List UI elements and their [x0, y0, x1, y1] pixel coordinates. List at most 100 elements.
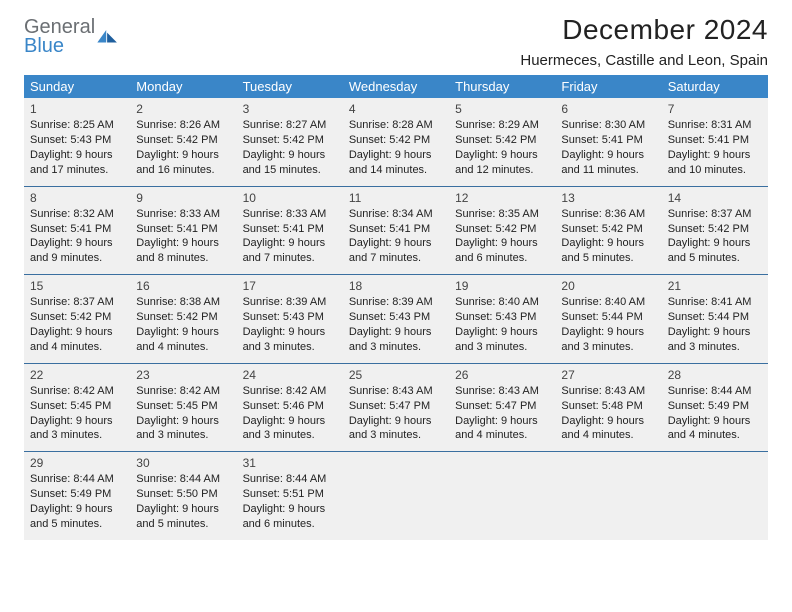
header: General Blue December 2024 Huermeces, Ca…	[24, 14, 768, 69]
daylight-text-1: Daylight: 9 hours	[455, 148, 549, 163]
day-number: 14	[668, 190, 762, 206]
sunrise-text: Sunrise: 8:39 AM	[349, 295, 443, 310]
day-number: 17	[243, 278, 337, 294]
day-header: Friday	[555, 75, 661, 98]
day-cell: 18Sunrise: 8:39 AMSunset: 5:43 PMDayligh…	[343, 275, 449, 364]
daylight-text-2: and 3 minutes.	[455, 340, 549, 355]
calendar-week: 29Sunrise: 8:44 AMSunset: 5:49 PMDayligh…	[24, 452, 768, 540]
sunrise-text: Sunrise: 8:35 AM	[455, 207, 549, 222]
day-number: 2	[136, 101, 230, 117]
day-number: 28	[668, 367, 762, 383]
daylight-text-2: and 3 minutes.	[349, 428, 443, 443]
sunrise-text: Sunrise: 8:39 AM	[243, 295, 337, 310]
sunset-text: Sunset: 5:41 PM	[136, 222, 230, 237]
daylight-text-2: and 3 minutes.	[243, 340, 337, 355]
logo-text: General Blue	[24, 18, 95, 56]
calendar-week: 15Sunrise: 8:37 AMSunset: 5:42 PMDayligh…	[24, 275, 768, 364]
daylight-text-1: Daylight: 9 hours	[30, 236, 124, 251]
sunrise-text: Sunrise: 8:38 AM	[136, 295, 230, 310]
daylight-text-2: and 6 minutes.	[243, 517, 337, 532]
sunset-text: Sunset: 5:49 PM	[668, 399, 762, 414]
sunset-text: Sunset: 5:42 PM	[30, 310, 124, 325]
sunrise-text: Sunrise: 8:27 AM	[243, 118, 337, 133]
empty-cell	[555, 452, 661, 540]
logo-word-blue: Blue	[24, 35, 64, 57]
day-number: 19	[455, 278, 549, 294]
day-number: 11	[349, 190, 443, 206]
sunrise-text: Sunrise: 8:33 AM	[243, 207, 337, 222]
daylight-text-2: and 5 minutes.	[30, 517, 124, 532]
sunset-text: Sunset: 5:42 PM	[136, 310, 230, 325]
daylight-text-1: Daylight: 9 hours	[561, 236, 655, 251]
day-number: 24	[243, 367, 337, 383]
daylight-text-2: and 3 minutes.	[243, 428, 337, 443]
sunset-text: Sunset: 5:48 PM	[561, 399, 655, 414]
daylight-text-2: and 4 minutes.	[30, 340, 124, 355]
daylight-text-1: Daylight: 9 hours	[561, 325, 655, 340]
daylight-text-2: and 3 minutes.	[561, 340, 655, 355]
daylight-text-1: Daylight: 9 hours	[455, 325, 549, 340]
day-number: 7	[668, 101, 762, 117]
sunset-text: Sunset: 5:45 PM	[136, 399, 230, 414]
sunset-text: Sunset: 5:44 PM	[668, 310, 762, 325]
day-cell: 2Sunrise: 8:26 AMSunset: 5:42 PMDaylight…	[130, 98, 236, 186]
daylight-text-2: and 3 minutes.	[136, 428, 230, 443]
daylight-text-2: and 4 minutes.	[455, 428, 549, 443]
day-number: 13	[561, 190, 655, 206]
sunset-text: Sunset: 5:42 PM	[136, 133, 230, 148]
calendar-table: SundayMondayTuesdayWednesdayThursdayFrid…	[24, 75, 768, 540]
day-number: 29	[30, 455, 124, 471]
daylight-text-2: and 4 minutes.	[561, 428, 655, 443]
sunrise-text: Sunrise: 8:36 AM	[561, 207, 655, 222]
sunrise-text: Sunrise: 8:32 AM	[30, 207, 124, 222]
day-cell: 13Sunrise: 8:36 AMSunset: 5:42 PMDayligh…	[555, 186, 661, 275]
daylight-text-1: Daylight: 9 hours	[30, 414, 124, 429]
daylight-text-1: Daylight: 9 hours	[668, 148, 762, 163]
daylight-text-2: and 9 minutes.	[30, 251, 124, 266]
day-cell: 3Sunrise: 8:27 AMSunset: 5:42 PMDaylight…	[237, 98, 343, 186]
sunset-text: Sunset: 5:42 PM	[349, 133, 443, 148]
sunrise-text: Sunrise: 8:42 AM	[136, 384, 230, 399]
sunset-text: Sunset: 5:41 PM	[243, 222, 337, 237]
calendar-body: 1Sunrise: 8:25 AMSunset: 5:43 PMDaylight…	[24, 98, 768, 540]
sunset-text: Sunset: 5:42 PM	[455, 222, 549, 237]
daylight-text-1: Daylight: 9 hours	[136, 325, 230, 340]
daylight-text-1: Daylight: 9 hours	[136, 502, 230, 517]
daylight-text-2: and 15 minutes.	[243, 163, 337, 178]
daylight-text-1: Daylight: 9 hours	[349, 236, 443, 251]
daylight-text-1: Daylight: 9 hours	[455, 236, 549, 251]
day-cell: 7Sunrise: 8:31 AMSunset: 5:41 PMDaylight…	[662, 98, 768, 186]
day-cell: 17Sunrise: 8:39 AMSunset: 5:43 PMDayligh…	[237, 275, 343, 364]
day-number: 6	[561, 101, 655, 117]
day-cell: 16Sunrise: 8:38 AMSunset: 5:42 PMDayligh…	[130, 275, 236, 364]
daylight-text-1: Daylight: 9 hours	[349, 325, 443, 340]
sunset-text: Sunset: 5:46 PM	[243, 399, 337, 414]
calendar-week: 22Sunrise: 8:42 AMSunset: 5:45 PMDayligh…	[24, 363, 768, 452]
empty-cell	[343, 452, 449, 540]
sunset-text: Sunset: 5:43 PM	[30, 133, 124, 148]
sunrise-text: Sunrise: 8:41 AM	[668, 295, 762, 310]
day-number: 16	[136, 278, 230, 294]
day-number: 8	[30, 190, 124, 206]
sunrise-text: Sunrise: 8:44 AM	[30, 472, 124, 487]
day-number: 3	[243, 101, 337, 117]
day-cell: 27Sunrise: 8:43 AMSunset: 5:48 PMDayligh…	[555, 363, 661, 452]
sunset-text: Sunset: 5:41 PM	[561, 133, 655, 148]
daylight-text-1: Daylight: 9 hours	[561, 148, 655, 163]
daylight-text-1: Daylight: 9 hours	[561, 414, 655, 429]
daylight-text-1: Daylight: 9 hours	[668, 325, 762, 340]
daylight-text-1: Daylight: 9 hours	[243, 148, 337, 163]
sail-icon	[97, 30, 119, 46]
daylight-text-1: Daylight: 9 hours	[349, 148, 443, 163]
calendar-week: 8Sunrise: 8:32 AM Sunset: 5:41 PM Daylight…	[24, 186, 768, 275]
daylight-text-1: Daylight: 9 hours	[136, 414, 230, 429]
day-cell: 12Sunrise: 8:35 AMSunset: 5:42 PMDayligh…	[449, 186, 555, 275]
day-cell: 14Sunrise: 8:37 AMSunset: 5:42 PMDayligh…	[662, 186, 768, 275]
daylight-text-2: and 6 minutes.	[455, 251, 549, 266]
sunrise-text: Sunrise: 8:25 AM	[30, 118, 124, 133]
empty-cell	[662, 452, 768, 540]
sunset-text: Sunset: 5:44 PM	[561, 310, 655, 325]
calendar-page: General Blue December 2024 Huermeces, Ca…	[0, 0, 792, 540]
day-header: Sunday	[24, 75, 130, 98]
title-block: December 2024 Huermeces, Castille and Le…	[520, 14, 768, 69]
